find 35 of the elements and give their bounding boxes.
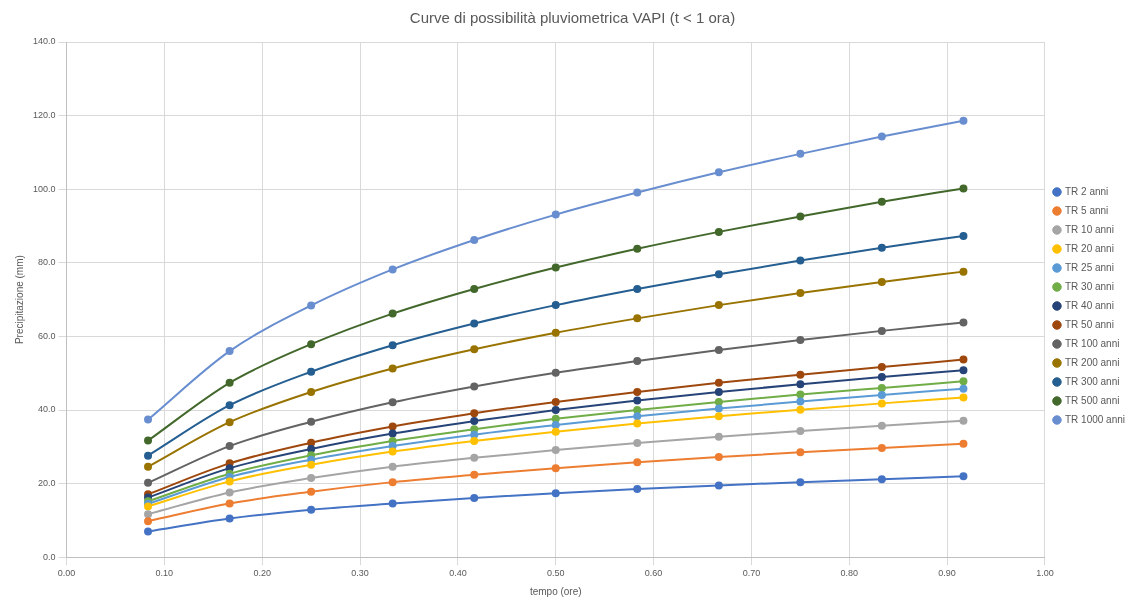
y-tick-label: 120.0 (32, 110, 56, 121)
x-axis-title: tempo (ore) (529, 585, 582, 597)
legend-label: TR 500 anni (1064, 394, 1120, 406)
legend-label: TR 25 anni (1064, 261, 1114, 273)
x-tick-label: 0.10 (155, 568, 174, 579)
y-tick-label: 20.0 (37, 478, 56, 489)
legend-label: TR 300 anni (1064, 375, 1120, 387)
y-tick-label: 140.0 (32, 36, 56, 47)
legend-label: TR 5 anni (1064, 204, 1109, 216)
legend-label: TR 40 anni (1064, 299, 1114, 311)
legend-label: TR 10 anni (1064, 223, 1114, 235)
x-tick-label: 0.70 (742, 568, 761, 579)
y-tick-label: 80.0 (37, 257, 56, 268)
y-tick-label: 0.0 (43, 551, 56, 562)
legend-label: TR 100 anni (1064, 337, 1120, 349)
legend-label: TR 200 anni (1064, 356, 1120, 368)
legend-label: TR 30 anni (1064, 280, 1114, 292)
legend-label: TR 2 anni (1064, 185, 1109, 197)
x-tick-label: 0.40 (449, 568, 467, 579)
x-tick-label: 0.00 (57, 568, 76, 579)
legend-label: TR 20 anni (1064, 242, 1114, 254)
x-tick-label: 1.00 (1036, 568, 1054, 579)
x-tick-label: 0.50 (546, 568, 565, 579)
y-tick-label: 60.0 (37, 330, 56, 341)
legend-label: TR 1000 anni (1064, 413, 1126, 425)
y-tick-label: 100.0 (32, 183, 56, 194)
y-tick-label: 40.0 (37, 404, 56, 415)
x-tick-label: 0.20 (253, 568, 271, 579)
x-tick-label: 0.30 (351, 568, 369, 579)
legend-label: TR 50 anni (1064, 318, 1114, 330)
y-axis-title: Precipitazione (mm) (13, 255, 25, 345)
x-tick-label: 0.80 (840, 568, 859, 579)
x-tick-label: 0.60 (644, 568, 663, 579)
chart-title: Curve di possibilità pluviometrica VAPI (t < 1 ora) (409, 9, 736, 27)
x-tick-label: 0.90 (938, 568, 956, 579)
